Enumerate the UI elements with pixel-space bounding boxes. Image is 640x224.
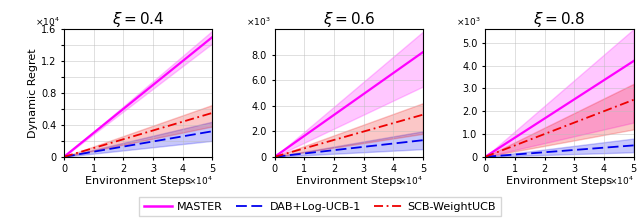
Text: $\times 10^{3}$: $\times 10^{3}$	[246, 15, 270, 28]
X-axis label: Environment Steps: Environment Steps	[506, 176, 612, 186]
Text: $\times 10^{4}$: $\times 10^{4}$	[35, 15, 60, 28]
X-axis label: Environment Steps: Environment Steps	[85, 176, 191, 186]
Title: $\xi = 0.6$: $\xi = 0.6$	[323, 10, 375, 29]
X-axis label: Environment Steps: Environment Steps	[296, 176, 402, 186]
Title: $\xi = 0.4$: $\xi = 0.4$	[112, 10, 164, 29]
Text: $\times 10^4$: $\times 10^4$	[609, 175, 634, 187]
Y-axis label: Dynamic Regret: Dynamic Regret	[28, 48, 38, 138]
Text: $\times 10^4$: $\times 10^4$	[398, 175, 423, 187]
Legend: MASTER, DAB+Log-UCB-1, SCB-WeightUCB: MASTER, DAB+Log-UCB-1, SCB-WeightUCB	[140, 197, 500, 216]
Title: $\xi = 0.8$: $\xi = 0.8$	[533, 10, 586, 29]
Text: $\times 10^{3}$: $\times 10^{3}$	[456, 15, 481, 28]
Text: $\times 10^4$: $\times 10^4$	[188, 175, 212, 187]
